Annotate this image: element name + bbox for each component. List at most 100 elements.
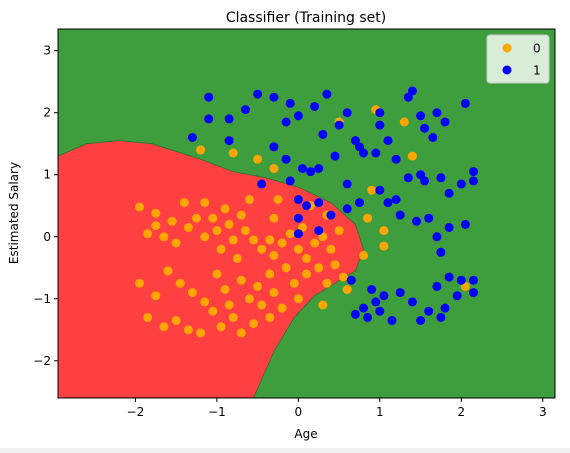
point-class-0 [212,269,222,279]
point-class-1 [452,291,462,301]
x-axis-ticks: −2 −1 0 1 2 3 [127,398,547,419]
point-class-0 [220,204,230,214]
legend-label-class-0: 0 [533,42,541,56]
point-class-1 [367,285,377,294]
point-class-1 [302,201,311,211]
point-class-1 [334,120,344,130]
point-class-1 [330,151,340,161]
point-class-0 [135,278,144,288]
point-class-1 [420,176,430,186]
point-class-0 [359,250,368,260]
point-class-0 [253,281,263,291]
point-class-0 [135,202,144,212]
plot-area [57,28,556,399]
point-class-1 [293,229,303,239]
point-class-1 [420,123,430,133]
point-class-1 [440,117,450,127]
point-class-1 [342,179,352,189]
point-class-1 [187,133,197,142]
point-class-1 [428,133,438,142]
point-class-0 [236,275,246,285]
point-class-1 [371,297,381,307]
point-class-1 [460,219,470,229]
point-class-1 [318,129,328,139]
point-class-0 [228,235,238,245]
point-class-1 [375,185,385,195]
point-class-0 [200,232,210,242]
y-tick-label: −1 [33,292,51,306]
point-class-1 [432,232,442,242]
point-class-0 [363,213,373,223]
point-class-0 [175,278,185,288]
point-class-1 [444,223,454,232]
point-class-1 [424,306,434,316]
point-class-0 [196,145,206,155]
point-class-0 [310,238,320,248]
point-class-0 [187,288,197,298]
point-class-1 [456,275,466,285]
point-class-0 [326,244,336,254]
x-tick-label: 1 [376,405,384,419]
decision-region-class-0 [58,140,364,398]
point-class-0 [330,260,340,270]
point-class-1 [391,154,401,164]
point-class-1 [460,98,470,108]
point-class-0 [220,285,230,294]
point-class-0 [245,195,254,204]
point-class-1 [314,198,324,208]
point-class-1 [350,309,360,319]
point-class-0 [151,291,161,301]
point-class-1 [379,291,389,301]
point-class-0 [273,195,283,204]
point-class-1 [432,108,442,118]
point-class-0 [293,294,303,304]
point-class-0 [379,241,389,251]
point-class-1 [342,204,352,214]
point-class-1 [469,167,478,177]
point-class-0 [322,278,332,288]
window-bottom-strip [0,448,570,453]
point-class-0 [159,232,169,242]
point-class-1 [224,114,234,124]
plot-frame [57,28,556,399]
point-class-0 [208,213,218,223]
point-class-1 [395,288,405,298]
point-class-1 [240,105,250,115]
point-class-1 [285,98,295,108]
point-class-0 [224,219,234,229]
point-class-0 [289,278,299,288]
point-class-0 [151,221,161,231]
point-class-0 [277,303,287,313]
point-class-0 [245,294,254,304]
chart-title: Classifier (Training set) [226,10,386,26]
point-class-0 [342,285,352,294]
point-class-0 [236,210,246,220]
point-class-1 [269,92,279,102]
point-class-1 [297,164,307,173]
point-class-1 [342,108,352,118]
point-class-0 [171,316,181,325]
point-class-0 [293,244,303,254]
point-class-0 [265,269,275,279]
point-class-1 [469,176,478,186]
legend-marker-class-0 [502,43,512,53]
point-class-1 [306,167,316,177]
point-class-1 [383,136,393,146]
point-class-1 [310,102,320,111]
point-class-1 [314,226,324,236]
point-class-0 [265,312,275,322]
point-class-0 [196,328,206,338]
x-tick-label: −2 [127,405,145,419]
point-class-1 [375,120,385,130]
y-axis-ticks: −2 −1 0 1 2 3 [33,44,58,368]
point-class-1 [432,281,442,291]
point-class-1 [407,297,417,307]
point-class-1 [355,198,364,208]
point-class-1 [440,303,450,313]
point-class-0 [379,226,389,236]
point-class-1 [322,89,332,99]
point-class-0 [236,328,246,338]
y-tick-label: 3 [43,44,51,58]
point-class-1 [281,154,291,164]
point-class-0 [171,238,181,248]
